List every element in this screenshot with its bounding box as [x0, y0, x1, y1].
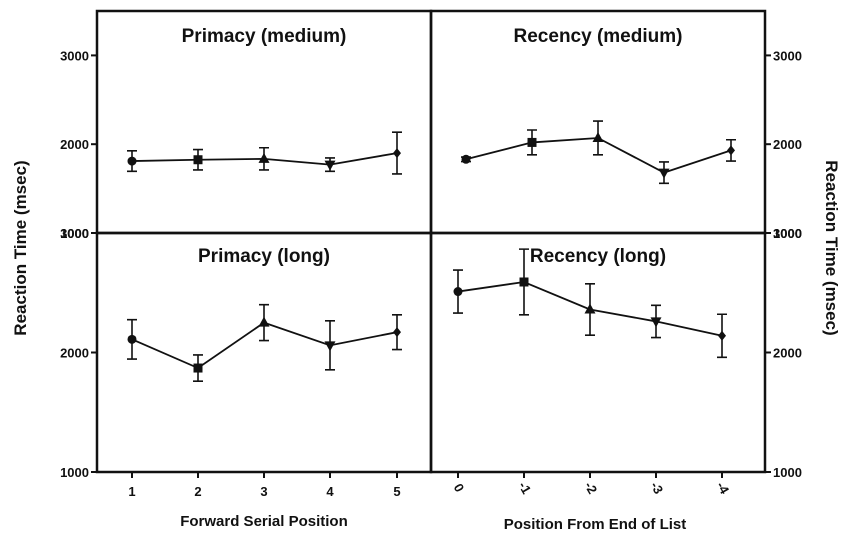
x-tick-label-recency-long-3: -3 — [648, 479, 667, 497]
x-tick-label-primacy-long-1: 2 — [194, 484, 201, 499]
x-tick-label-primacy-long-3: 4 — [326, 484, 334, 499]
y-tick-label-recency-long-0: 1000 — [773, 465, 802, 480]
title-recency-long: Recency (long) — [530, 246, 666, 267]
y-tick-label-primacy-long-1: 2000 — [60, 346, 89, 361]
y-tick-label-recency-medium-2: 3000 — [773, 48, 802, 63]
data-point-primacy-medium-2 — [258, 152, 270, 163]
data-point-primacy-long-2 — [258, 316, 270, 327]
y-tick-label-recency-medium-1: 2000 — [773, 137, 802, 152]
x-tick-label-primacy-long-0: 1 — [128, 484, 135, 499]
x-axis-label-right: Position From End of List — [504, 516, 687, 533]
title-primacy-medium: Primacy (medium) — [182, 26, 347, 47]
data-point-primacy-medium-1 — [193, 155, 203, 165]
data-point-primacy-long-4 — [393, 327, 401, 338]
data-point-recency-long-2 — [584, 303, 596, 314]
y-tick-label-primacy-medium-2: 3000 — [60, 48, 89, 63]
x-tick-label-recency-long-1: -1 — [516, 479, 535, 497]
data-point-recency-medium-0 — [461, 154, 471, 164]
title-recency-medium: Recency (medium) — [514, 26, 683, 47]
data-point-recency-medium-1 — [527, 137, 537, 147]
data-point-recency-long-3 — [650, 317, 662, 328]
data-point-primacy-long-1 — [193, 363, 203, 373]
x-tick-label-recency-long-2: -2 — [582, 479, 601, 497]
data-point-primacy-long-3 — [324, 341, 336, 352]
data-point-recency-long-1 — [519, 277, 529, 287]
data-point-recency-medium-4 — [727, 145, 735, 156]
y-tick-label-primacy-medium-1: 2000 — [60, 137, 89, 152]
y-tick-label-primacy-long-0: 1000 — [60, 465, 89, 480]
panel-frame-primacy-long — [95, 231, 433, 474]
y-tick-label-primacy-medium-0: 1000 — [60, 226, 89, 241]
y-axis-label-right: Reaction Time (msec) — [822, 160, 841, 335]
data-point-primacy-long-0 — [127, 334, 137, 344]
y-tick-label-recency-long-1: 2000 — [773, 346, 802, 361]
data-point-primacy-medium-4 — [393, 148, 401, 159]
data-point-recency-long-0 — [453, 287, 463, 297]
title-primacy-long: Primacy (long) — [198, 246, 330, 267]
data-point-recency-medium-3 — [658, 168, 670, 179]
x-tick-label-primacy-long-4: 5 — [393, 484, 400, 499]
panel-frame-recency-long — [429, 231, 767, 474]
x-axis-label-left: Forward Serial Position — [180, 513, 348, 530]
data-point-recency-long-4 — [718, 330, 726, 341]
data-point-primacy-medium-0 — [127, 156, 137, 166]
y-axis-label-left: Reaction Time (msec) — [11, 160, 30, 335]
x-tick-label-recency-long-4: -4 — [714, 479, 733, 497]
y-tick-label-primacy-long-2: 3000 — [60, 226, 89, 241]
x-tick-label-recency-long-0: 0 — [451, 481, 468, 495]
data-point-primacy-medium-3 — [324, 160, 336, 171]
y-tick-label-recency-long-2: 3000 — [773, 226, 802, 241]
y-tick-label-recency-medium-0: 1000 — [773, 226, 802, 241]
data-point-recency-medium-2 — [592, 131, 604, 142]
x-tick-label-primacy-long-2: 3 — [260, 484, 267, 499]
